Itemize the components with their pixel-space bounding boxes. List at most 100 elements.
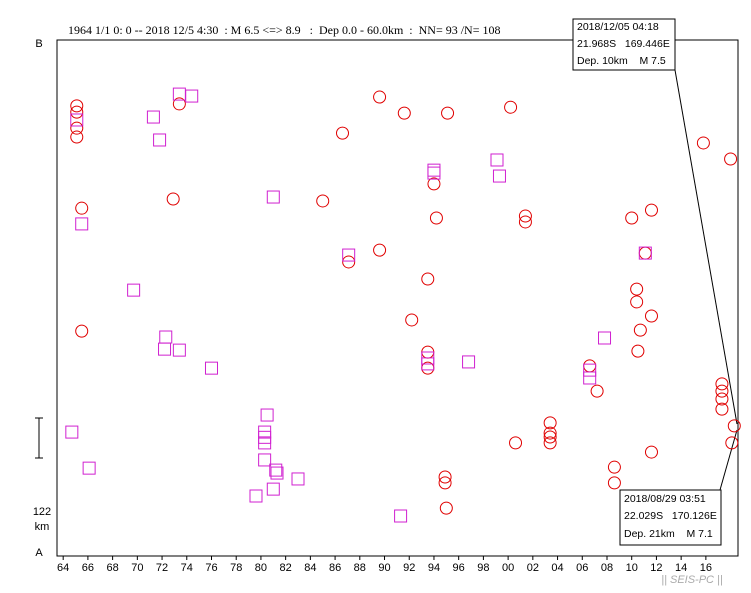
square-marker xyxy=(158,342,172,356)
square-marker xyxy=(65,425,79,439)
square-marker xyxy=(421,357,435,371)
circle-marker xyxy=(70,121,84,135)
circle-marker xyxy=(70,99,84,113)
circle-marker xyxy=(441,106,455,120)
circle-marker xyxy=(543,436,557,450)
circle-marker xyxy=(405,313,419,327)
circle-marker xyxy=(427,177,441,191)
circle-marker xyxy=(644,203,658,217)
square-marker xyxy=(492,169,506,183)
axis-end-label: A xyxy=(35,547,43,559)
circle-marker xyxy=(631,344,645,358)
x-tick-label: 14 xyxy=(675,562,687,574)
info-box: 2018/08/29 03:51 22.029S 170.126E Dep. 2… xyxy=(619,489,722,546)
circle-marker xyxy=(75,201,89,215)
circle-marker xyxy=(543,416,557,430)
square-marker xyxy=(185,89,199,103)
square-marker xyxy=(70,113,84,127)
square-marker xyxy=(427,163,441,177)
circle-marker xyxy=(638,246,652,260)
circle-marker xyxy=(696,136,710,150)
x-tick-label: 94 xyxy=(428,562,440,574)
circle-marker xyxy=(75,324,89,338)
circle-marker xyxy=(725,436,739,450)
x-tick-label: 98 xyxy=(477,562,489,574)
x-tick-label: 90 xyxy=(378,562,390,574)
circle-marker xyxy=(543,426,557,440)
x-tick-label: 68 xyxy=(106,562,118,574)
square-marker xyxy=(204,361,218,375)
circle-marker xyxy=(438,476,452,490)
x-tick-label: 12 xyxy=(650,562,662,574)
circle-marker xyxy=(633,323,647,337)
x-tick-label: 96 xyxy=(453,562,465,574)
scale-bar-length: 122 xyxy=(33,506,51,518)
x-tick-label: 06 xyxy=(576,562,588,574)
circle-marker xyxy=(373,90,387,104)
x-tick-label: 84 xyxy=(304,562,316,574)
circle-marker xyxy=(644,309,658,323)
square-marker xyxy=(394,509,408,523)
circle-marker xyxy=(543,430,557,444)
x-tick-label: 64 xyxy=(57,562,69,574)
circle-marker xyxy=(316,194,330,208)
square-marker xyxy=(266,190,280,204)
scale-bar-unit: km xyxy=(35,521,50,533)
square-marker xyxy=(269,463,283,477)
square-marker xyxy=(258,436,272,450)
square-marker xyxy=(270,466,284,480)
circle-marker xyxy=(715,392,729,406)
circle-marker xyxy=(336,126,350,140)
info-line: 2018/12/05 04:18 xyxy=(577,21,659,33)
circle-marker xyxy=(438,470,452,484)
circle-marker xyxy=(373,243,387,257)
square-marker xyxy=(342,248,356,262)
square-marker xyxy=(249,489,263,503)
circle-marker xyxy=(715,377,729,391)
x-tick-label: 70 xyxy=(131,562,143,574)
square-marker xyxy=(146,110,160,124)
circle-marker xyxy=(70,130,84,144)
circle-marker xyxy=(607,460,621,474)
square-marker xyxy=(462,355,476,369)
x-tick-label: 86 xyxy=(329,562,341,574)
circle-marker xyxy=(630,282,644,296)
x-tick-label: 80 xyxy=(255,562,267,574)
circle-marker xyxy=(727,419,741,433)
circle-marker xyxy=(342,255,356,269)
footer: || SEIS-PC || xyxy=(661,574,723,586)
circle-marker xyxy=(429,211,443,225)
leader-line xyxy=(674,69,738,425)
circle-marker xyxy=(421,272,435,286)
square-marker xyxy=(172,343,186,357)
circle-marker xyxy=(172,97,186,111)
circle-marker xyxy=(509,436,523,450)
circle-marker xyxy=(644,445,658,459)
circle-marker xyxy=(630,295,644,309)
square-marker xyxy=(583,371,597,385)
x-tick-label: 08 xyxy=(601,562,613,574)
square-marker xyxy=(75,217,89,231)
circle-marker xyxy=(583,359,597,373)
square-marker xyxy=(266,482,280,496)
info-line: 2018/08/29 03:51 xyxy=(624,493,706,505)
square-marker xyxy=(258,425,272,439)
info-line: Dep. 21km M 7.1 xyxy=(624,528,713,540)
circle-marker xyxy=(715,384,729,398)
square-marker xyxy=(638,246,652,260)
circle-marker xyxy=(724,152,738,166)
circle-marker xyxy=(439,501,453,515)
square-marker xyxy=(291,472,305,486)
circle-marker xyxy=(504,100,518,114)
square-marker xyxy=(159,330,173,344)
info-box-frame xyxy=(619,489,722,546)
info-line: 22.029S 170.126E xyxy=(624,510,717,522)
circle-marker xyxy=(607,476,621,490)
square-marker xyxy=(260,408,274,422)
x-tick-label: 78 xyxy=(230,562,242,574)
square-marker xyxy=(427,166,441,180)
info-box: 2018/12/05 04:18 21.968S 169.446E Dep. 1… xyxy=(572,18,676,71)
square-marker xyxy=(127,283,141,297)
x-tick-label: 00 xyxy=(502,562,514,574)
